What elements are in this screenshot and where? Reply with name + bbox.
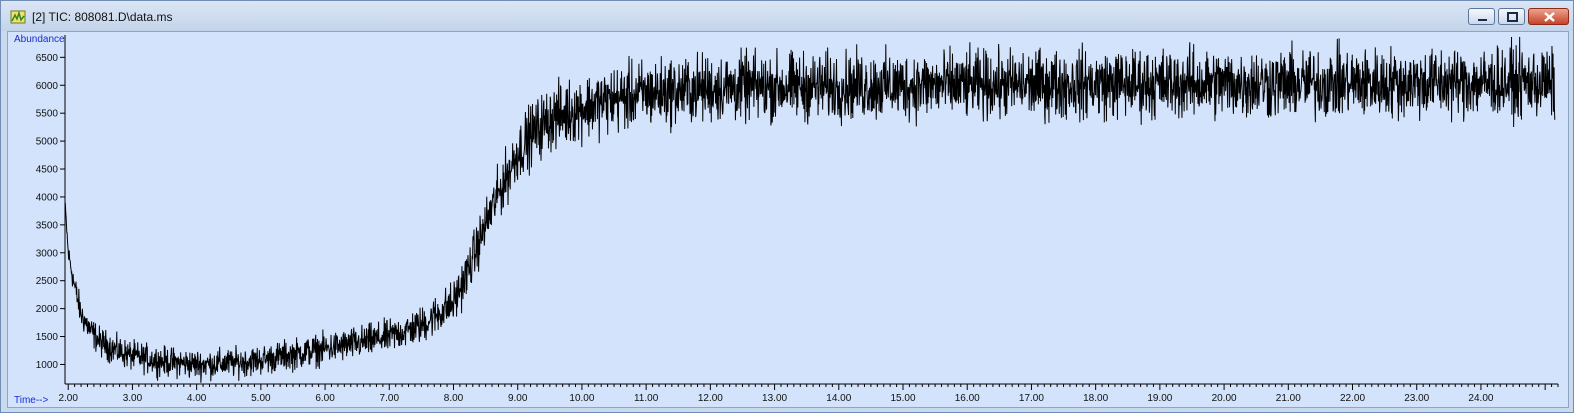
- x-tick-label: 2.00: [58, 393, 78, 404]
- close-icon: [1544, 12, 1555, 22]
- x-tick-label: 9.00: [508, 393, 528, 404]
- close-button[interactable]: [1528, 8, 1569, 25]
- tic-trace: [64, 36, 1556, 383]
- y-tick-label: 4500: [36, 165, 59, 176]
- chromatogram-chart[interactable]: 1000 1500 2000 2500 3000 3500 4000 4500 5000 5500…: [8, 32, 1568, 407]
- x-tick-label: 14.00: [826, 393, 851, 404]
- maximize-icon: [1507, 12, 1518, 22]
- x-tick-label: 6.00: [315, 393, 335, 404]
- x-tick-label: 3.00: [123, 393, 143, 404]
- minimize-button[interactable]: [1468, 8, 1495, 25]
- chromatogram-app-icon[interactable]: [10, 9, 26, 25]
- y-tick-label: 1000: [36, 360, 59, 371]
- y-tick-label: 1500: [36, 332, 59, 343]
- x-tick-label: 11.00: [634, 393, 659, 404]
- x-tick-label: 7.00: [380, 393, 400, 404]
- x-tick-label: 22.00: [1340, 393, 1365, 404]
- plot-area[interactable]: 1000 1500 2000 2500 3000 3500 4000 4500 5000 5500…: [7, 31, 1569, 408]
- x-tick-label: 20.00: [1212, 393, 1237, 404]
- y-tick-label: 5500: [36, 109, 59, 120]
- y-axis-label: Abundance: [14, 34, 65, 45]
- x-tick-label: 13.00: [762, 393, 787, 404]
- x-tick-label: 15.00: [890, 393, 915, 404]
- x-tick-label: 5.00: [251, 393, 271, 404]
- maximize-button[interactable]: [1498, 8, 1525, 25]
- x-tick-label: 21.00: [1276, 393, 1301, 404]
- y-tick-label: 4000: [36, 192, 59, 203]
- x-tick-label: 10.00: [569, 393, 594, 404]
- x-tick-label: 17.00: [1019, 393, 1044, 404]
- minimize-icon: [1478, 19, 1487, 21]
- y-axis: 1000 1500 2000 2500 3000 3500 4000 4500 5000 5500…: [36, 53, 65, 371]
- y-tick-label: 6500: [36, 53, 59, 64]
- x-tick-label: 24.00: [1468, 393, 1493, 404]
- x-tick-label: 18.00: [1083, 393, 1108, 404]
- y-tick-label: 6000: [36, 81, 59, 92]
- x-tick-label: 23.00: [1404, 393, 1429, 404]
- x-axis: 2.00 3.00 4.00 5.00 6.00 7.00 8.00 9.00 10.00 11.…: [58, 384, 1559, 404]
- x-tick-label: 8.00: [444, 393, 464, 404]
- x-tick-label: 12.00: [698, 393, 723, 404]
- title-bar[interactable]: [2] TIC: 808081.D\data.ms: [1, 1, 1573, 31]
- y-tick-label: 3500: [36, 220, 59, 231]
- y-tick-label: 5000: [36, 137, 59, 148]
- window-title: [2] TIC: 808081.D\data.ms: [32, 10, 173, 24]
- y-tick-label: 3000: [36, 248, 59, 259]
- x-tick-label: 16.00: [955, 393, 980, 404]
- x-tick-label: 19.00: [1147, 393, 1172, 404]
- y-tick-label: 2500: [36, 276, 59, 287]
- y-tick-label: 2000: [36, 304, 59, 315]
- x-tick-label: 4.00: [187, 393, 207, 404]
- x-axis-label: Time-->: [14, 395, 49, 406]
